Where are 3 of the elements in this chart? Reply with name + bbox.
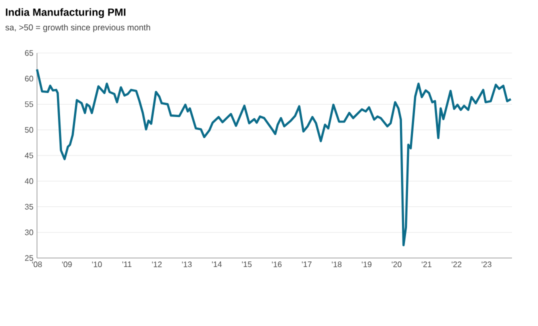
chart-title: India Manufacturing PMI	[6, 8, 126, 18]
chart-subtitle: sa, >50 = growth since previous month	[5, 24, 150, 32]
line-series	[36, 68, 512, 246]
